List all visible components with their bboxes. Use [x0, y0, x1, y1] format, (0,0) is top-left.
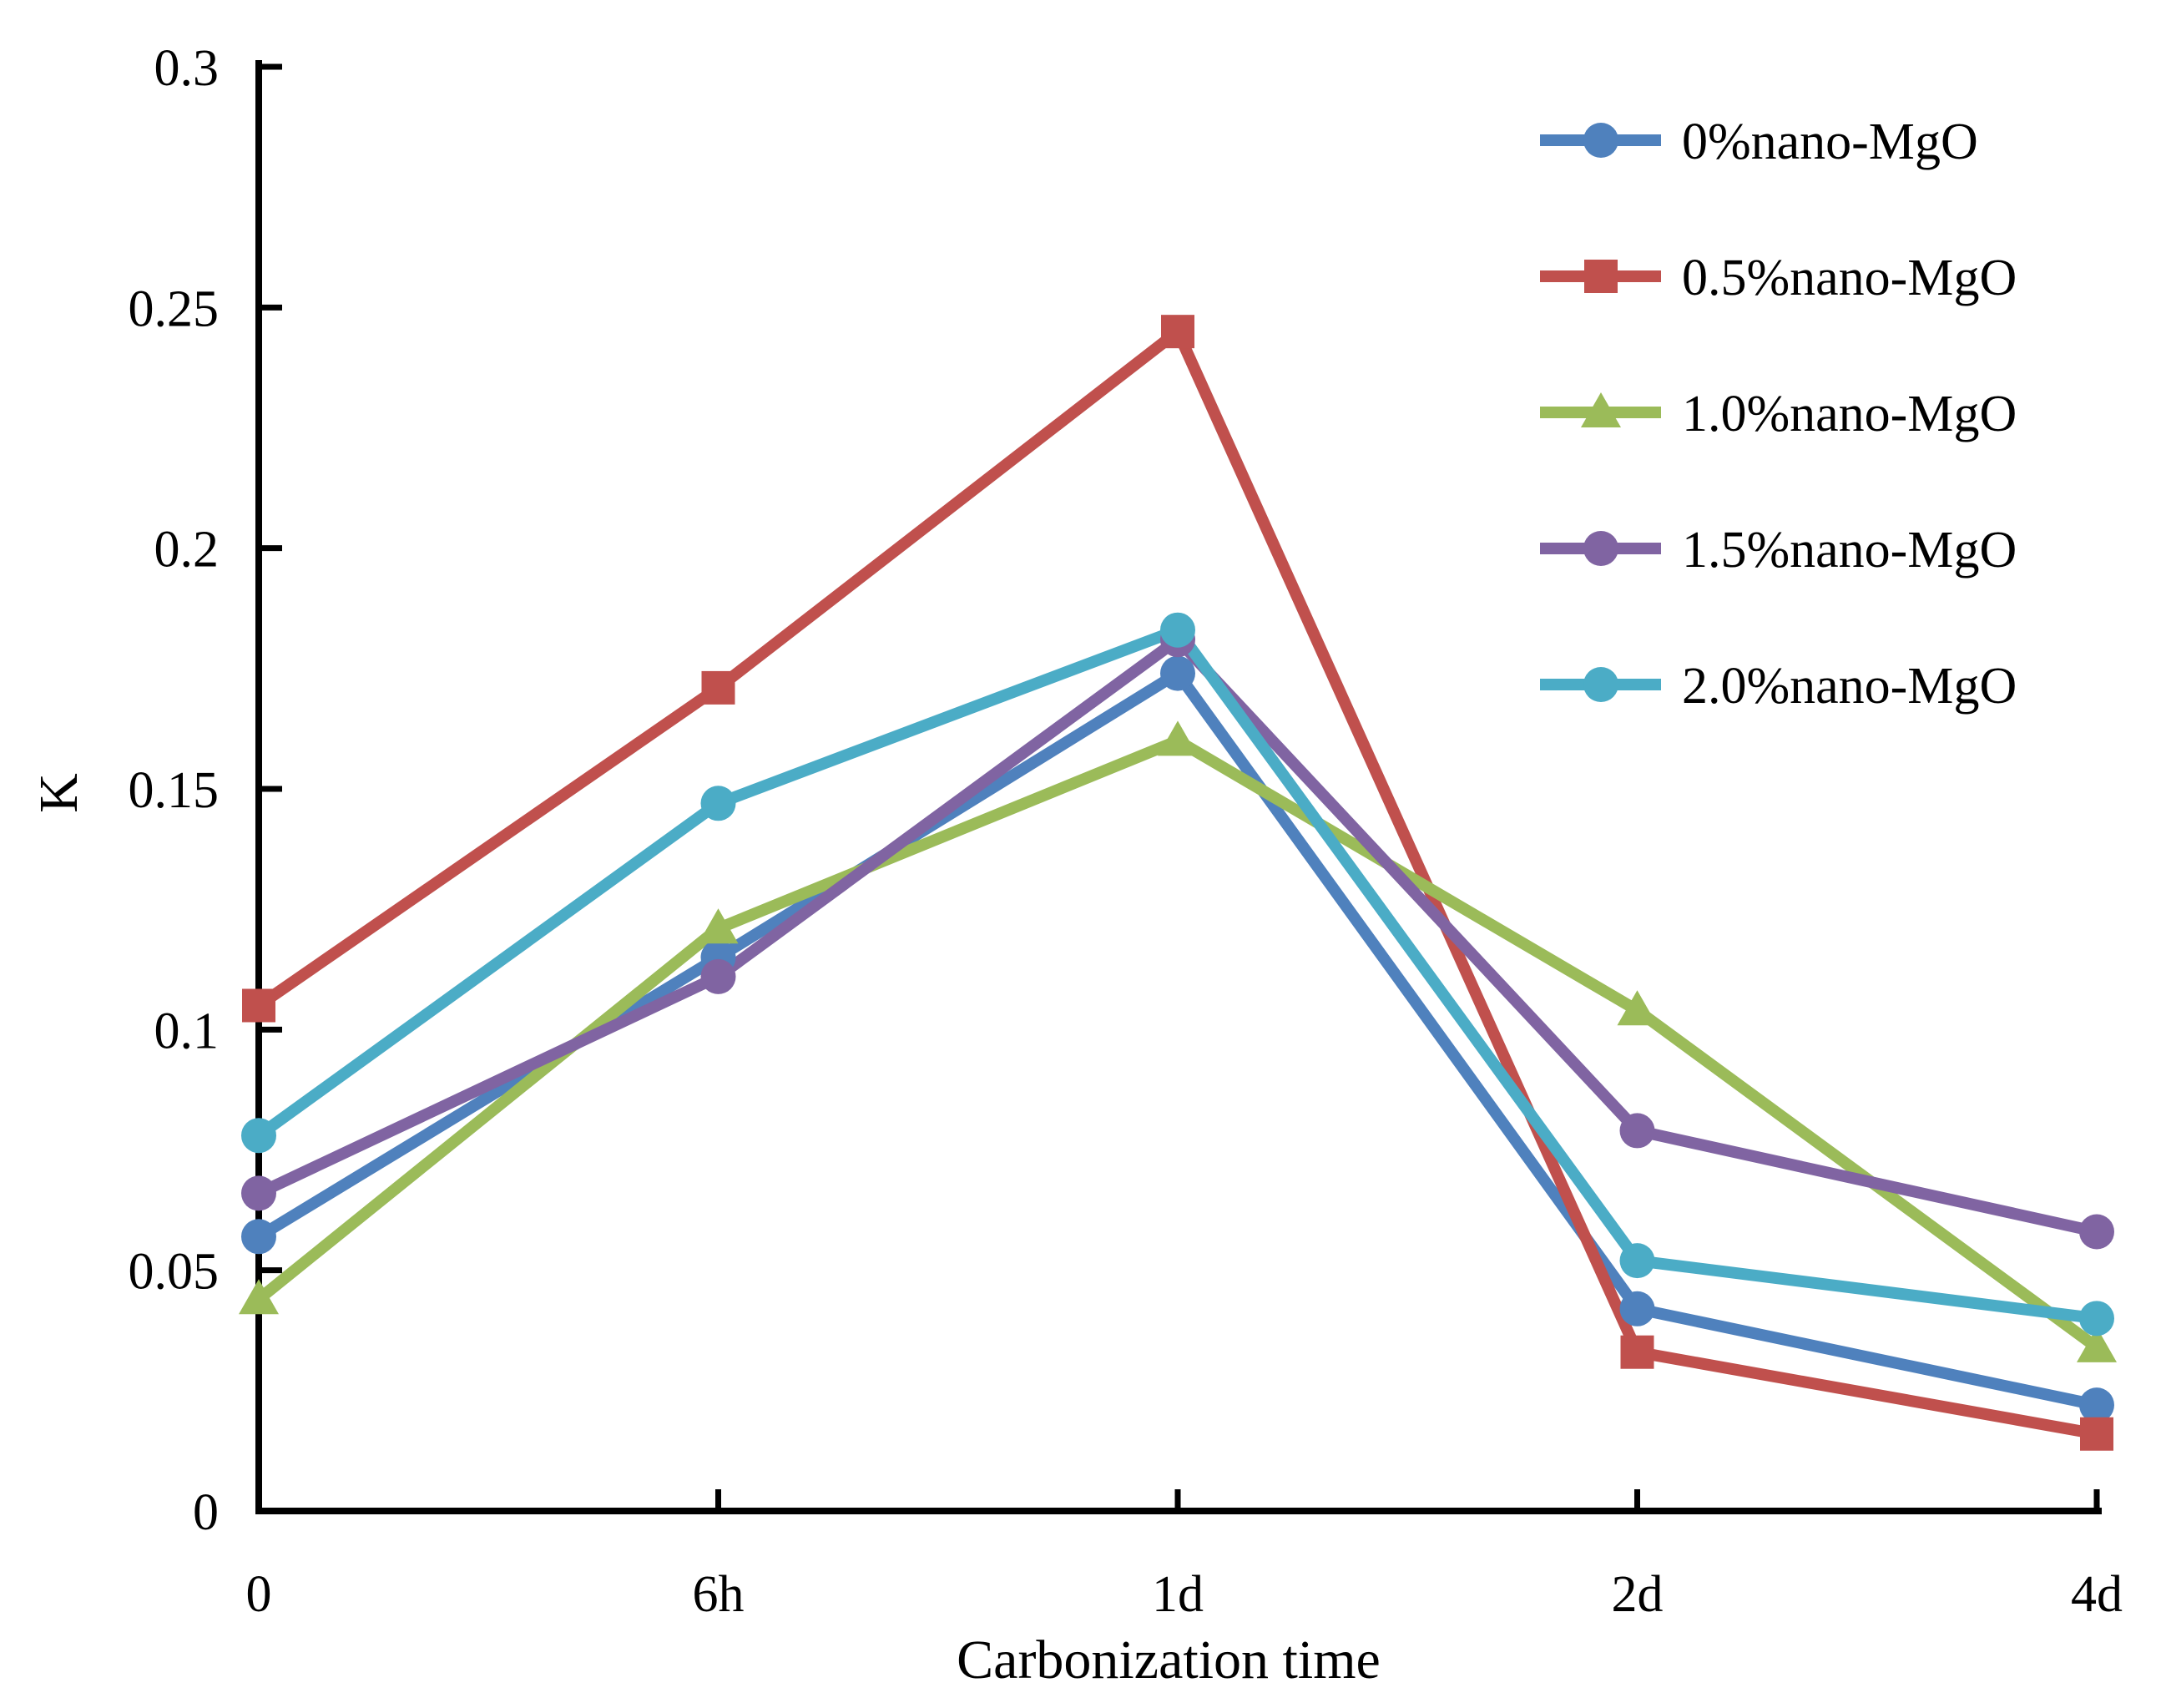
data-point [1160, 655, 1195, 691]
data-point [700, 958, 736, 994]
data-point [1161, 315, 1194, 349]
data-point [1160, 612, 1195, 648]
data-point [239, 1279, 279, 1315]
data-point [2080, 1417, 2113, 1451]
y-tick-label: 0.25 [129, 280, 220, 337]
data-point [1619, 1113, 1655, 1149]
legend-item: 0.5%nano-MgO [1540, 250, 2017, 306]
legend-label: 0%nano-MgO [1682, 114, 1978, 170]
legend: 0%nano-MgO 0.5%nano-MgO 1.0%nano-MgO 1.5%na… [1540, 114, 2017, 715]
y-tick-label: 0.3 [154, 40, 220, 97]
data-point [2077, 1326, 2117, 1362]
data-point [241, 1118, 276, 1154]
data-point [698, 908, 739, 944]
legend-label: 1.5%nano-MgO [1682, 522, 2017, 579]
legend-marker [1584, 260, 1618, 293]
x-tick-label: 1d [1152, 1566, 1204, 1623]
legend-label: 1.0%nano-MgO [1682, 386, 2017, 442]
x-tick-label: 2d [1612, 1566, 1664, 1623]
series-line-2 [255, 735, 2101, 1352]
legend-item: 1.0%nano-MgO [1540, 386, 2017, 442]
y-tick-label: 0.05 [129, 1244, 220, 1301]
data-point [700, 786, 736, 821]
data-point [2079, 1387, 2114, 1423]
x-tick-label: 4d [2071, 1566, 2123, 1623]
y-axis-title: K [28, 773, 89, 813]
x-axis-title: Carbonization time [957, 1630, 1381, 1690]
data-point [241, 1175, 276, 1211]
legend-marker [1581, 392, 1621, 427]
y-tick-label: 0 [193, 1484, 219, 1541]
legend-item: 1.5%nano-MgO [1540, 522, 2017, 579]
data-point [241, 1219, 276, 1255]
y-tick-label: 0.1 [154, 1003, 220, 1059]
data-point [2079, 1214, 2114, 1250]
y-tick-label: 0.15 [129, 762, 220, 819]
data-point [1620, 1335, 1654, 1369]
x-tick-label: 0 [246, 1566, 272, 1623]
legend-marker [1583, 123, 1618, 158]
series-line-1 [255, 326, 2098, 1440]
ticks [259, 63, 2100, 1514]
data-point [701, 670, 735, 705]
data-point [1617, 990, 1658, 1026]
x-tick-label: 6h [693, 1566, 745, 1623]
data-point [242, 988, 275, 1023]
markers [239, 315, 2117, 1451]
legend-label: 0.5%nano-MgO [1682, 250, 2017, 306]
legend-label: 2.0%nano-MgO [1682, 658, 2017, 715]
tick-labels: 0 0.05 0.1 0.15 0.2 0.25 0.3 0 6h 1d 2d 4d [129, 40, 2123, 1623]
data-point [1158, 720, 1198, 756]
plot-lines [255, 326, 2101, 1440]
data-point [1619, 1291, 1655, 1326]
data-point [1619, 1243, 1655, 1279]
data-point [2079, 1301, 2114, 1337]
legend-marker [1583, 531, 1618, 566]
legend-item: 2.0%nano-MgO [1540, 658, 2017, 715]
series-line-0 [255, 667, 2098, 1411]
legend-item: 0%nano-MgO [1540, 114, 1978, 170]
legend-marker [1583, 667, 1618, 702]
y-tick-label: 0.2 [154, 522, 220, 579]
